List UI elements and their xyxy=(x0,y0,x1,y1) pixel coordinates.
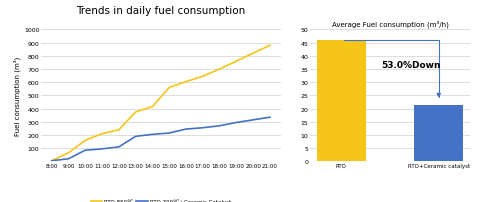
RTO 850℃ xyxy=(83,139,88,142)
RTO 850℃ xyxy=(116,129,122,131)
Line: RTO 700℃+Ceramic Catalyst: RTO 700℃+Ceramic Catalyst xyxy=(52,118,270,161)
RTO 700℃+Ceramic Catalyst xyxy=(183,128,189,131)
Text: Trends in daily fuel consumption: Trends in daily fuel consumption xyxy=(76,6,245,16)
Title: Average Fuel consumption (m³/h): Average Fuel consumption (m³/h) xyxy=(332,20,448,28)
RTO 700℃+Ceramic Catalyst xyxy=(250,119,256,121)
RTO 700℃+Ceramic Catalyst xyxy=(49,160,55,162)
RTO 850℃ xyxy=(66,152,72,154)
Line: RTO 850℃: RTO 850℃ xyxy=(52,46,270,161)
Bar xyxy=(414,105,463,162)
Legend: RTO 850℃, RTO 700℃+Ceramic Catalyst: RTO 850℃, RTO 700℃+Ceramic Catalyst xyxy=(88,196,233,202)
RTO 700℃+Ceramic Catalyst xyxy=(99,148,105,150)
RTO 700℃+Ceramic Catalyst xyxy=(133,135,139,138)
RTO 700℃+Ceramic Catalyst xyxy=(150,134,156,136)
Bar xyxy=(317,41,366,162)
RTO 850℃ xyxy=(150,106,156,108)
Text: 53.0%Down: 53.0%Down xyxy=(382,61,441,69)
RTO 850℃ xyxy=(216,68,222,71)
RTO 700℃+Ceramic Catalyst xyxy=(66,158,72,160)
RTO 700℃+Ceramic Catalyst xyxy=(200,127,205,129)
RTO 700℃+Ceramic Catalyst xyxy=(233,122,239,124)
RTO 850℃ xyxy=(49,160,55,162)
RTO 850℃ xyxy=(267,45,273,47)
RTO 850℃ xyxy=(133,111,139,114)
RTO 850℃ xyxy=(99,133,105,135)
RTO 700℃+Ceramic Catalyst xyxy=(166,132,172,135)
RTO 850℃ xyxy=(166,87,172,89)
RTO 850℃ xyxy=(233,61,239,63)
RTO 700℃+Ceramic Catalyst xyxy=(116,146,122,148)
RTO 850℃ xyxy=(200,76,205,78)
RTO 700℃+Ceramic Catalyst xyxy=(216,125,222,127)
Y-axis label: Fuel consumption (m³): Fuel consumption (m³) xyxy=(13,57,21,135)
RTO 700℃+Ceramic Catalyst xyxy=(267,116,273,119)
RTO 850℃ xyxy=(183,81,189,83)
RTO 700℃+Ceramic Catalyst xyxy=(83,149,88,152)
RTO 850℃ xyxy=(250,53,256,55)
